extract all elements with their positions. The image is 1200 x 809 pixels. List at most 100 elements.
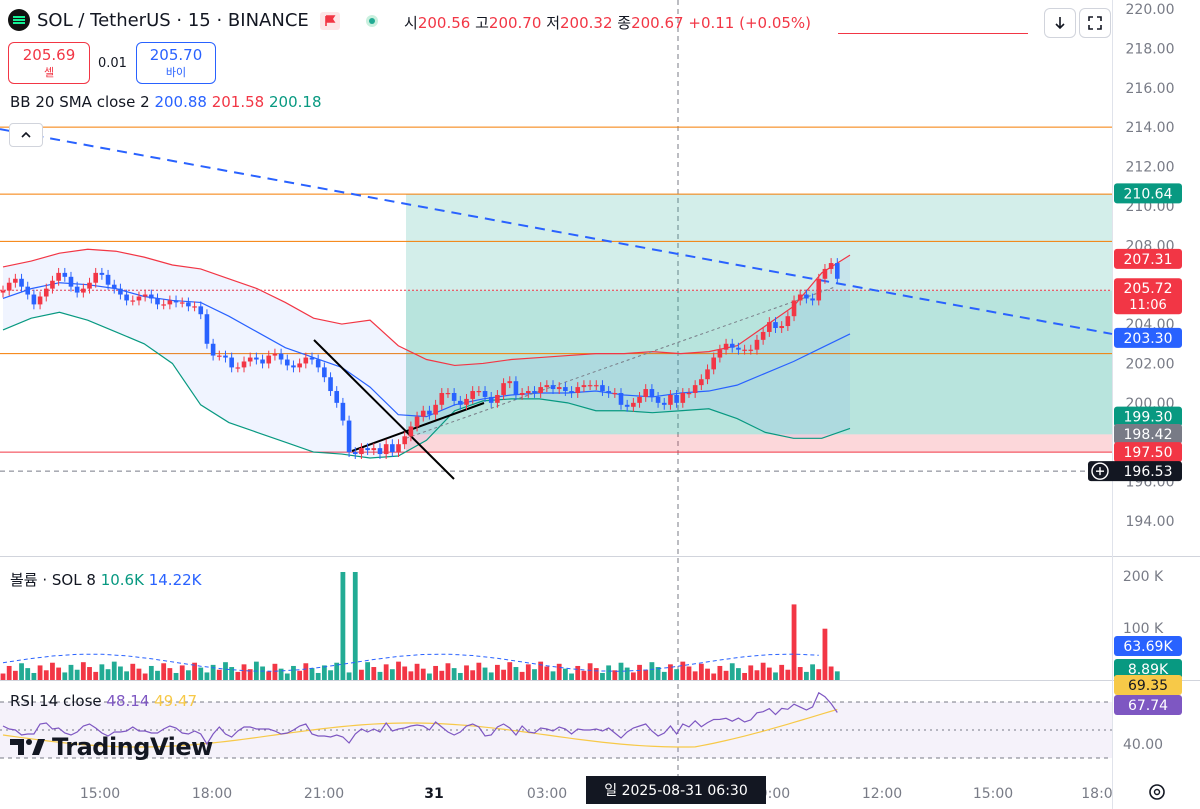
candle-body (149, 294, 154, 299)
candle-body (606, 391, 611, 393)
volume-bar (668, 664, 673, 680)
sell-price: 205.69 (22, 46, 76, 64)
volume-bar (729, 663, 735, 680)
candle-body (235, 367, 241, 369)
volume-bar (538, 661, 544, 680)
crosshair-time-label: 일 2025-08-31 06:30 (586, 776, 766, 804)
price-label-box (1114, 442, 1182, 463)
candle-body (204, 314, 210, 344)
candle-body (118, 288, 123, 295)
trendline-black (313, 339, 455, 480)
candle-body (192, 306, 197, 308)
rsi-band (0, 702, 1112, 758)
volume-bar (346, 672, 352, 680)
candle-body (538, 387, 543, 393)
volume-bar (661, 671, 667, 680)
volume-bar (630, 672, 636, 680)
volume-bar (562, 668, 568, 680)
bb-legend[interactable]: BB 20 SMA close 2 200.88 201.58 200.18 (10, 93, 322, 111)
bb-upper-line (2, 248, 851, 367)
sol-logo-icon (8, 9, 30, 31)
candle-body (612, 393, 618, 395)
candle-body (526, 391, 531, 393)
fullscreen-icon[interactable] (1079, 8, 1111, 38)
candle-body (581, 385, 587, 388)
candle-body (643, 389, 649, 397)
gear-icon[interactable] (1144, 780, 1170, 804)
rsi-legend[interactable]: RSI 14 close 48.14 49.47 (10, 692, 197, 710)
price-label-box (1114, 248, 1182, 269)
watermark-text: TradingView (52, 733, 213, 761)
volume-bar (192, 662, 197, 680)
volume-bar (93, 671, 99, 680)
price-label-text: 199.30 (1124, 410, 1173, 426)
volume-bar (31, 672, 37, 680)
candle-body (767, 322, 772, 332)
candle-body (563, 387, 568, 392)
arrow-down-icon[interactable] (1044, 8, 1076, 38)
volume-bar (389, 669, 395, 680)
volume-bar (414, 663, 420, 680)
volume-bar (723, 670, 729, 680)
volume-bar (87, 667, 92, 680)
volume-ma-value: 14.22K (148, 571, 202, 589)
volume-legend[interactable]: 볼륨 · SOL 8 10.6K 14.22K (10, 569, 202, 590)
volume-bar (130, 663, 136, 680)
candle-body (822, 268, 828, 279)
volume-bar (216, 669, 222, 680)
candle-body (482, 391, 488, 397)
header-underline (838, 33, 1028, 34)
collapse-legend-button[interactable] (9, 123, 43, 147)
candle-body (631, 402, 636, 407)
volume-bar (816, 669, 822, 680)
volume-bar (105, 669, 111, 680)
candle-body (711, 357, 716, 370)
volume-bar (698, 663, 704, 680)
chart-title[interactable]: SOL / TetherUS · 15 · BINANCE (37, 10, 309, 31)
volume-bar (186, 670, 191, 680)
candle-body (637, 396, 642, 403)
volume-bar (315, 672, 321, 680)
candle-body (217, 355, 222, 357)
volume-bar (328, 670, 333, 680)
volume-bar (198, 667, 204, 680)
sell-button[interactable]: 205.69 셀 (8, 42, 90, 84)
volume-bar (223, 662, 228, 680)
volume-bar (785, 669, 791, 680)
sell-label: 셀 (43, 66, 55, 79)
alert-flag-icon[interactable] (320, 12, 340, 30)
pane-value-box (1114, 636, 1182, 656)
candle-body (748, 349, 754, 351)
volume-bar (525, 664, 531, 680)
volume-bar (62, 672, 68, 680)
candle-body (25, 286, 31, 295)
candle-body (816, 278, 822, 301)
volume-tick-label: 100 K (1123, 621, 1164, 637)
candle-body (13, 278, 18, 283)
candle-body (624, 404, 630, 407)
candle-body (791, 300, 797, 317)
volume-bar (80, 662, 86, 680)
price-label-text: 196.53 (1124, 464, 1173, 480)
volume-bar (427, 673, 432, 680)
volume-bar (711, 673, 717, 680)
volume-bar (760, 662, 766, 680)
candle-body (81, 288, 86, 293)
candle-body (297, 363, 302, 368)
volume-bar (513, 667, 519, 680)
candle-body (810, 298, 815, 301)
candle-body (495, 394, 500, 403)
rsi-line (2, 691, 838, 746)
volume-bar (136, 668, 142, 680)
candle-body (346, 420, 352, 453)
volume-bar (822, 628, 828, 680)
pane-divider (0, 556, 1200, 557)
candle-body (804, 294, 809, 299)
volume-bar (99, 664, 105, 680)
buy-button[interactable]: 205.70 바이 (136, 42, 216, 84)
volume-bar (501, 669, 506, 680)
volume-bar (766, 667, 772, 680)
volume-bar (476, 662, 482, 680)
volume-bar (686, 666, 692, 680)
